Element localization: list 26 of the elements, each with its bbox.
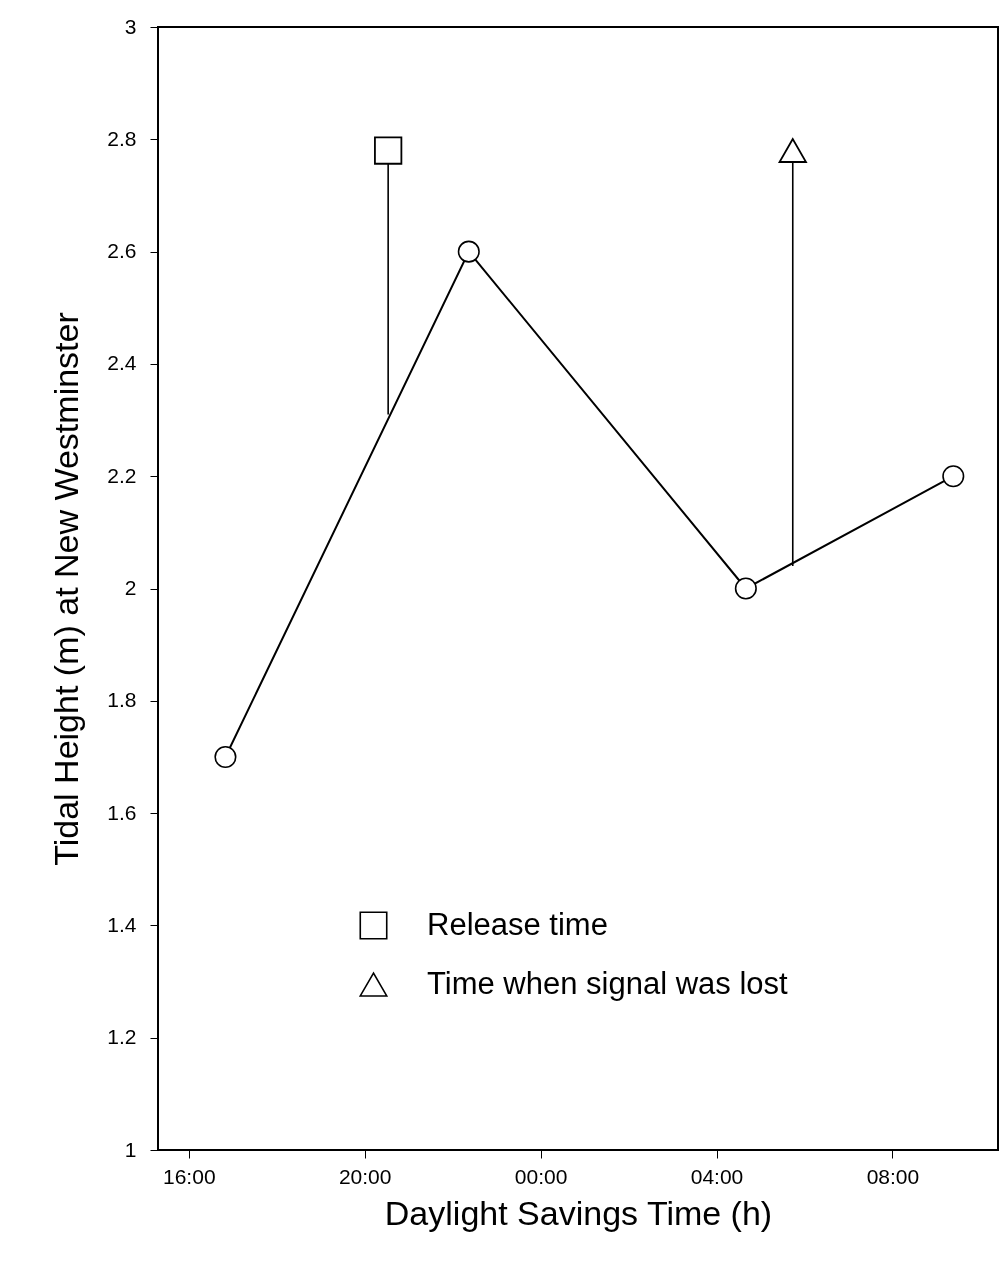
x-tick-label: 08:00 <box>866 1164 920 1188</box>
point <box>778 138 807 163</box>
point <box>734 577 757 600</box>
point <box>374 136 403 165</box>
y-tick-label: 2 <box>124 576 137 599</box>
x-tick-label: 16:00 <box>163 1164 216 1188</box>
point <box>942 465 965 488</box>
y-tick-label: 1 <box>124 1137 137 1161</box>
y-axis-title: Tidal Height (m) at New Westminster <box>47 312 86 866</box>
legend-label: Time when signal was lost <box>427 965 789 1001</box>
point <box>214 745 237 768</box>
y-tick-label: 1.4 <box>107 912 137 936</box>
y-tick-label: 2.6 <box>107 239 137 263</box>
y-tick-label: 2.4 <box>107 351 137 375</box>
x-tick-label: 00:00 <box>514 1164 568 1188</box>
y-tick-label: 1.6 <box>107 800 137 824</box>
y-tick-label: 1.8 <box>107 688 137 712</box>
point <box>457 240 480 263</box>
y-tick-label: 2.2 <box>107 463 137 487</box>
x-axis-title: Daylight Savings Time (h) <box>384 1193 773 1232</box>
legend-label: Release time <box>427 906 608 942</box>
y-tick-label: 3 <box>124 14 137 38</box>
x-tick-label: 20:00 <box>338 1164 392 1188</box>
y-tick-label: 1.2 <box>107 1025 137 1049</box>
y-tick-label: 2.8 <box>107 126 137 150</box>
x-tick-label: 04:00 <box>690 1164 744 1188</box>
